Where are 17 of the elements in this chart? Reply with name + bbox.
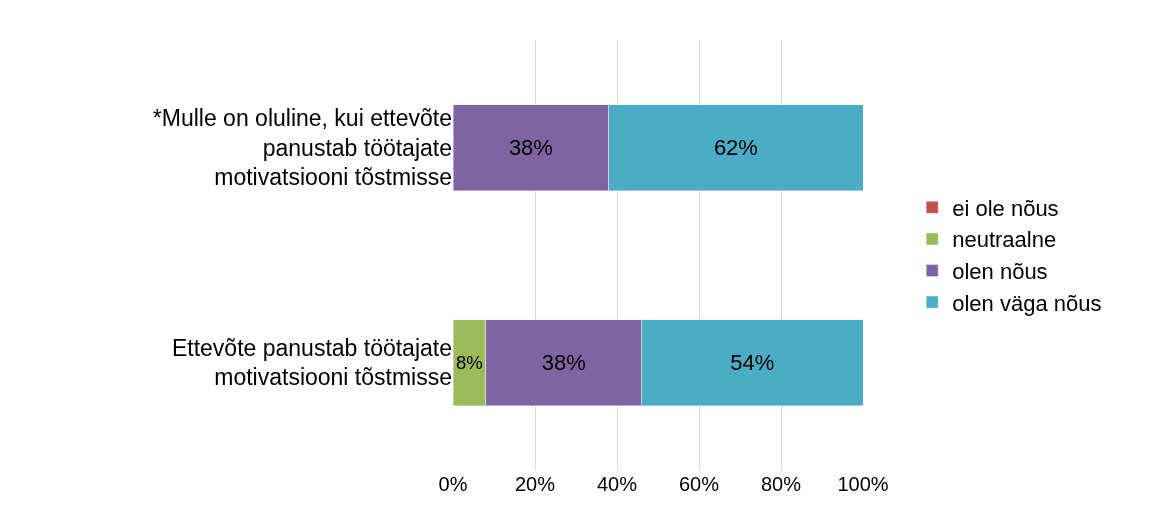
data-label: 8% bbox=[456, 351, 483, 373]
x-tick-label: 40% bbox=[596, 473, 638, 495]
data-label: 54% bbox=[730, 350, 775, 375]
data-label: 62% bbox=[713, 135, 758, 160]
y-tick-label: Ettevõte panustab töötajate motivatsiooni tõstmisse bbox=[171, 334, 452, 391]
x-tick-label: 0% bbox=[438, 473, 468, 495]
x-tick-label: 20% bbox=[514, 473, 556, 495]
data-label: 38% bbox=[541, 350, 586, 375]
x-tick-label: 100% bbox=[837, 473, 889, 495]
data-label: 38% bbox=[508, 135, 553, 160]
legend-label: olen väga nõus bbox=[952, 290, 1102, 316]
y-tick-label: *Mulle on oluline, kui ettevõte panustab töötajate motivatsiooni tõstmisse bbox=[152, 104, 452, 191]
x-tick-label: 60% bbox=[678, 473, 720, 495]
legend-label: olen nõus bbox=[952, 259, 1048, 285]
legend-label: ei ole nõus bbox=[952, 195, 1059, 221]
legend-label: neutraalne bbox=[952, 227, 1057, 253]
x-tick-label: 80% bbox=[760, 473, 802, 495]
